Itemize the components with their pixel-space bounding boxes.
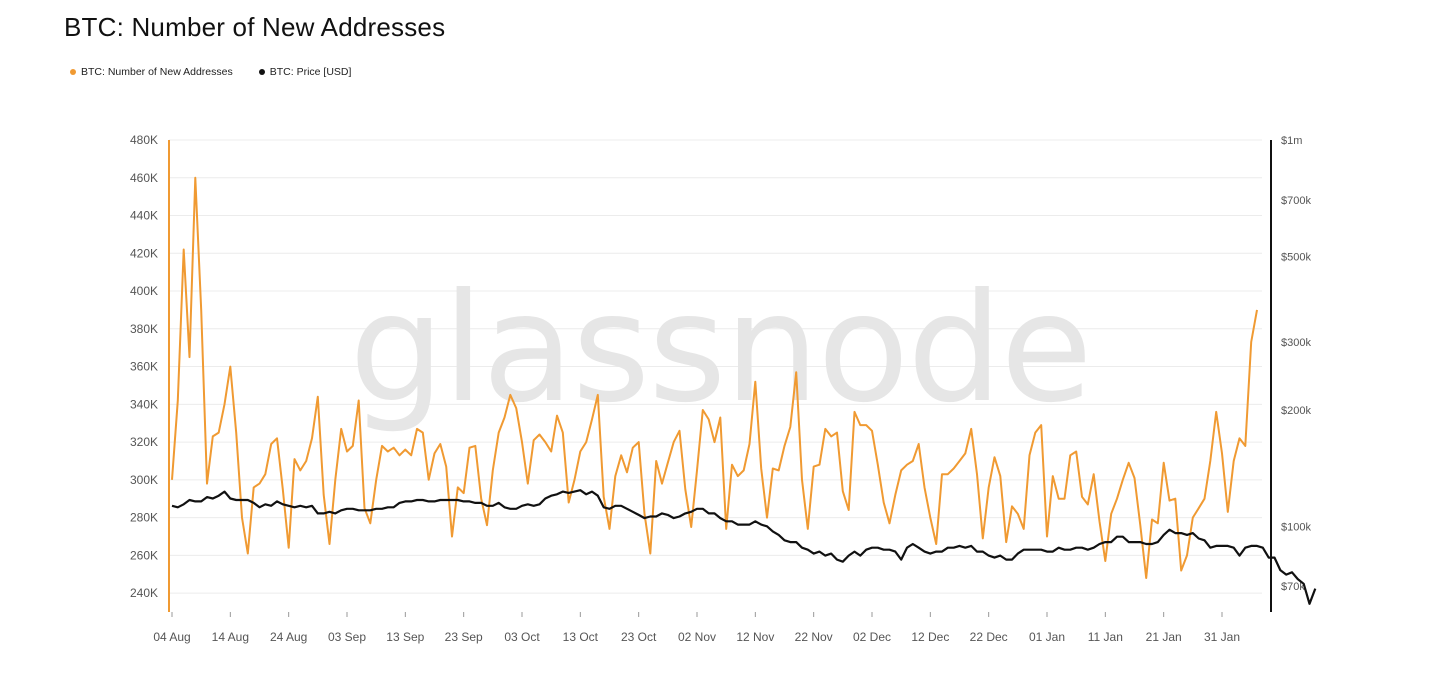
x-tick-label: 02 Nov xyxy=(678,630,716,644)
left-tick-label: 360K xyxy=(130,360,158,374)
x-tick-label: 22 Nov xyxy=(795,630,833,644)
series-line-price[interactable] xyxy=(171,489,1317,605)
x-tick-label: 03 Sep xyxy=(328,630,366,644)
chart-title: BTC: Number of New Addresses xyxy=(64,12,446,42)
x-tick-label: 31 Jan xyxy=(1204,630,1240,644)
left-tick-label: 280K xyxy=(130,511,158,525)
x-tick-label: 02 Dec xyxy=(853,630,891,644)
left-tick-label: 240K xyxy=(130,586,158,600)
x-tick-label: 23 Oct xyxy=(621,630,657,644)
left-axis-ticks: 240K 260K 280K 300K 320K 340K 360K 380K 400K 420K… xyxy=(130,133,158,600)
x-tick-label: 21 Jan xyxy=(1146,630,1182,644)
series-line-new-addresses[interactable] xyxy=(171,176,1258,579)
x-tick-label: 01 Jan xyxy=(1029,630,1065,644)
chart-legend: BTC: Number of New Addresses BTC: Price … xyxy=(70,66,351,78)
glassnode-watermark: glassnode xyxy=(349,262,1090,436)
x-tick-label: 03 Oct xyxy=(504,630,540,644)
legend-dot-icon xyxy=(70,69,76,75)
x-tick-label: 22 Dec xyxy=(970,630,1008,644)
left-tick-label: 400K xyxy=(130,284,158,298)
right-tick-label: $100k xyxy=(1281,521,1311,533)
left-tick-label: 440K xyxy=(130,209,158,223)
x-axis-ticks: 04 Aug 14 Aug 24 Aug 03 Sep 13 Sep 23 Sep 03 O… xyxy=(153,612,1240,644)
grid-lines xyxy=(169,139,1262,594)
left-tick-label: 380K xyxy=(130,322,158,336)
right-axis-ticks: $1m $700k $500k $300k $200k $100k $70k xyxy=(1281,135,1311,593)
x-tick-label: 24 Aug xyxy=(270,630,307,644)
left-tick-label: 300K xyxy=(130,473,158,487)
right-tick-label: $300k xyxy=(1281,337,1311,349)
x-tick-label: 12 Dec xyxy=(911,630,949,644)
left-tick-label: 420K xyxy=(130,246,158,260)
x-tick-label: 23 Sep xyxy=(445,630,483,644)
x-tick-label: 04 Aug xyxy=(153,630,190,644)
left-tick-label: 460K xyxy=(130,171,158,185)
x-tick-label: 11 Jan xyxy=(1088,630,1123,644)
left-tick-label: 320K xyxy=(130,435,158,449)
left-tick-label: 260K xyxy=(130,548,158,562)
right-tick-label: $500k xyxy=(1281,251,1311,263)
right-tick-label: $700k xyxy=(1281,195,1311,207)
legend-item-price[interactable]: BTC: Price [USD] xyxy=(258,66,352,78)
x-tick-label: 13 Oct xyxy=(563,630,599,644)
right-tick-label: $1m xyxy=(1281,135,1302,147)
legend-label: BTC: Number of New Addresses xyxy=(81,66,233,78)
legend-dot-icon xyxy=(258,69,265,75)
x-tick-label: 13 Sep xyxy=(386,630,424,644)
right-tick-label: $200k xyxy=(1281,405,1311,417)
right-tick-label: $70k xyxy=(1281,581,1305,593)
left-tick-label: 340K xyxy=(130,397,158,411)
legend-label: BTC: Price [USD] xyxy=(269,66,352,78)
x-tick-label: 12 Nov xyxy=(736,630,774,644)
left-tick-label: 480K xyxy=(130,133,158,147)
legend-item-new-addresses[interactable]: BTC: Number of New Addresses xyxy=(70,66,233,78)
x-tick-label: 14 Aug xyxy=(212,630,249,644)
